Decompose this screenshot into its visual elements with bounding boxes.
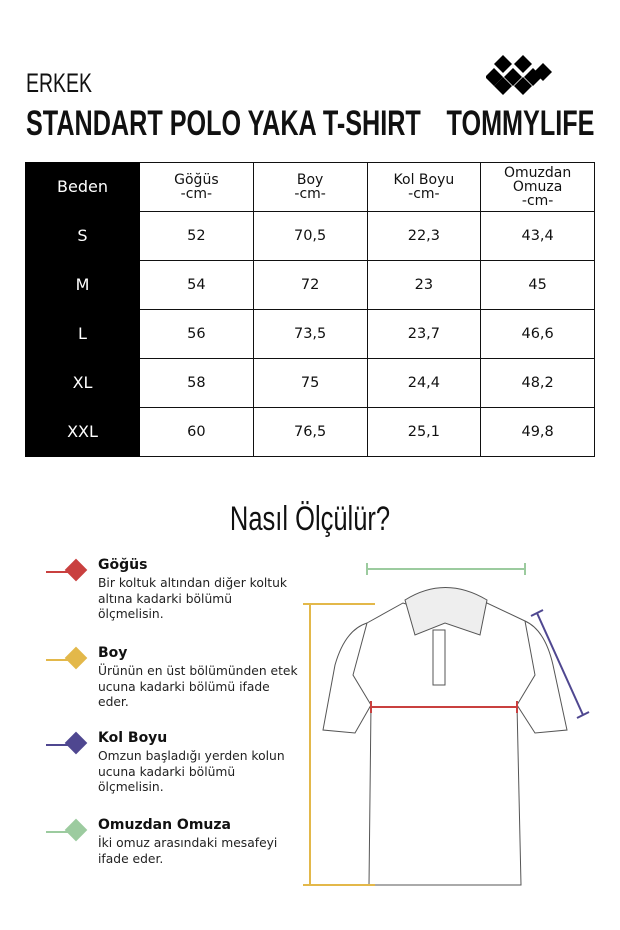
- shirt-body: [352, 602, 536, 886]
- diamond-icon: [64, 731, 88, 755]
- legend-text: Omzun başladığı yerden kolun ucuna kadar…: [98, 749, 285, 794]
- gogus-measure: [370, 701, 518, 713]
- legend-title: Kol Boyu: [98, 730, 168, 746]
- cell: 72: [252, 260, 368, 310]
- header-kol-boyu: Kol Boyu -cm-: [366, 162, 482, 212]
- brand-name: TOMMYLIFE: [446, 104, 594, 143]
- cell: 25,1: [366, 407, 482, 457]
- table-header-row: Beden Göğüs -cm- Boy -cm- Kol Boyu -cm- Omu…: [25, 162, 595, 212]
- cell: 23: [366, 260, 482, 310]
- cell: 58: [139, 358, 254, 408]
- cell: 48,2: [480, 358, 595, 408]
- cell: 73,5: [252, 309, 368, 359]
- cell: 75: [252, 358, 368, 408]
- table-row: M 54 72 23 45: [25, 260, 595, 310]
- cell: 43,4: [480, 211, 595, 261]
- polo-shirt-diagram: [303, 563, 590, 886]
- cell: 56: [139, 309, 254, 359]
- legend-text: Bir koltuk altından diğer koltuk altına …: [98, 576, 288, 621]
- legend-title: Göğüs: [98, 557, 148, 573]
- page-subtitle: ERKEK: [26, 68, 92, 98]
- legend-text: İki omuz arasındaki mesafeyi ifade eder.: [98, 836, 278, 866]
- header-omuzdan-omuza: Omuzdan Omuza -cm-: [480, 162, 595, 212]
- table-row: XL 58 75 24,4 48,2: [25, 358, 595, 408]
- legend-title: Omuzdan Omuza: [98, 817, 231, 833]
- cell: 76,5: [252, 407, 368, 457]
- cell: 70,5: [252, 211, 368, 261]
- cell: 45: [480, 260, 595, 310]
- page-title: STANDART POLO YAKA T-SHIRT: [26, 104, 421, 143]
- collar: [404, 587, 488, 636]
- howto-title: Nasıl Ölçülür?: [229, 500, 391, 538]
- cell: 54: [139, 260, 254, 310]
- cell: 60: [139, 407, 254, 457]
- cell: 49,8: [480, 407, 595, 457]
- legend-text: Ürünün en üst bölümünden etek ucuna kada…: [98, 664, 298, 709]
- right-sleeve: [516, 620, 568, 734]
- table-row: L 56 73,5 23,7 46,6: [25, 309, 595, 359]
- header-gogus: Göğüs -cm-: [139, 162, 254, 212]
- size-table: Beden Göğüs -cm- Boy -cm- Kol Boyu -cm- Omu…: [25, 162, 595, 457]
- size-cell: XL: [25, 358, 140, 408]
- legend-title: Boy: [98, 645, 128, 661]
- boy-measure: [303, 603, 375, 886]
- table-row: XXL 60 76,5 25,1 49,8: [25, 407, 595, 457]
- cell: 22,3: [366, 211, 482, 261]
- diamond-icon: [64, 558, 88, 582]
- size-cell: XXL: [25, 407, 140, 457]
- size-cell: L: [25, 309, 140, 359]
- kol-measure: [530, 609, 590, 719]
- cell: 23,7: [366, 309, 482, 359]
- header-beden: Beden: [25, 162, 140, 212]
- header-boy: Boy -cm-: [252, 162, 368, 212]
- brand-logo-icon: [486, 55, 552, 95]
- size-cell: M: [25, 260, 140, 310]
- cell: 46,6: [480, 309, 595, 359]
- diamond-icon: [64, 646, 88, 670]
- table-row: S 52 70,5 22,3 43,4: [25, 211, 595, 261]
- diamond-icon: [64, 818, 88, 842]
- size-cell: S: [25, 211, 140, 261]
- left-sleeve: [322, 622, 372, 734]
- omuz-measure: [366, 563, 526, 575]
- cell: 24,4: [366, 358, 482, 408]
- cell: 52: [139, 211, 254, 261]
